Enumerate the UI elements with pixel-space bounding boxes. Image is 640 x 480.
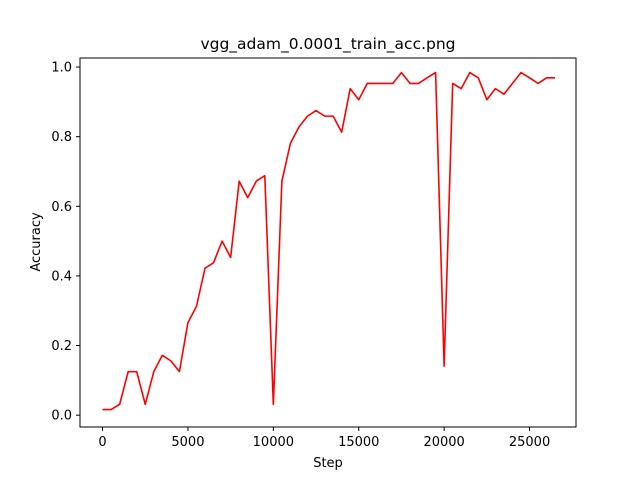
x-tick-label: 10000 [253,435,294,450]
chart-title: vgg_adam_0.0001_train_acc.png [200,35,455,54]
series-line-0 [102,71,556,411]
y-tick-label: 0.4 [51,269,72,284]
y-axis-label: Accuracy [29,212,44,272]
y-tick-label: 0.0 [51,409,72,424]
x-tick-label: 25000 [509,435,550,450]
x-tick-label: 20000 [423,435,464,450]
plot-area [102,71,556,411]
x-tick-label: 5000 [171,435,204,450]
y-tick-label: 1.0 [51,61,72,76]
y-tick-label: 0.6 [51,200,72,215]
x-axis-label: Step [313,456,343,471]
axes: 0 5000 10000 15000 20000 25000 0.0 0.2 0.4 0.6 0.8… [51,57,577,450]
x-tick-label: 0 [98,435,106,450]
axes-frame [79,57,577,428]
y-tick-label: 0.2 [51,339,72,354]
x-tick-label: 15000 [338,435,379,450]
y-tick-label: 0.8 [51,130,72,145]
